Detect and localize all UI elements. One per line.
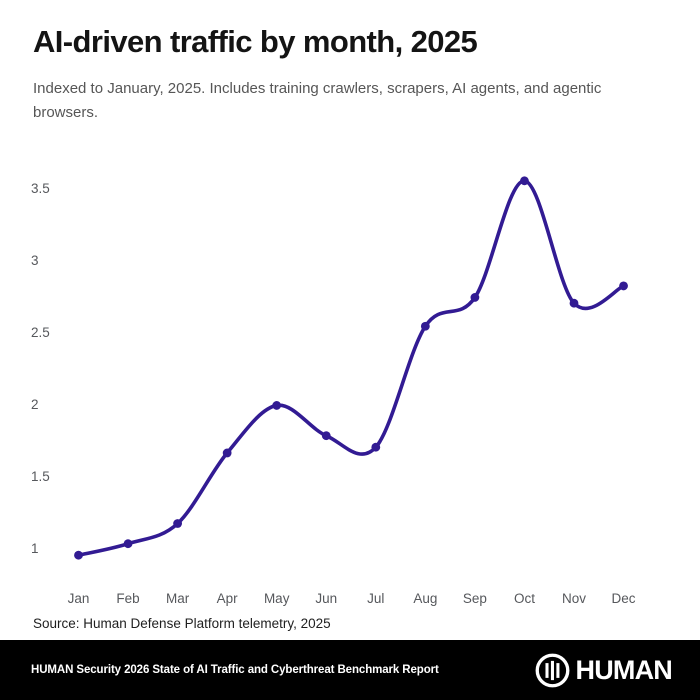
y-tick-label: 1 (31, 541, 39, 556)
x-tick-label: Oct (514, 591, 535, 606)
x-tick-label: Feb (116, 591, 139, 606)
data-point-Apr (222, 448, 232, 458)
data-point-Sep (470, 293, 480, 302)
data-point-Jul (371, 442, 381, 452)
data-point-Oct (520, 176, 529, 186)
brand-logo: HUMAN (534, 652, 673, 689)
y-tick-label: 2 (31, 397, 39, 412)
footer-bar: HUMAN Security 2026 State of AI Traffic … (0, 640, 700, 700)
brand-wordmark: HUMAN (575, 654, 673, 685)
x-tick-label: Jul (367, 591, 384, 606)
source-note: Source: Human Defense Platform telemetry… (33, 616, 331, 631)
data-point-Mar (173, 519, 183, 528)
page-title: AI-driven traffic by month, 2025 (33, 24, 478, 59)
x-tick-label: Dec (612, 591, 636, 606)
y-tick-label: 3.5 (31, 181, 50, 196)
x-tick-label: Jan (68, 591, 90, 606)
data-point-Feb (123, 539, 133, 549)
human-logo-icon (535, 653, 569, 687)
y-tick-label: 1.5 (31, 469, 50, 484)
data-point-May (272, 401, 282, 410)
x-tick-label: Mar (166, 591, 190, 606)
x-tick-label: Nov (562, 591, 586, 606)
x-tick-label: Sep (463, 591, 487, 606)
y-tick-label: 2.5 (31, 325, 50, 340)
report-title: HUMAN Security 2026 State of AI Traffic … (31, 664, 439, 676)
x-tick-label: May (264, 591, 290, 606)
x-tick-label: Aug (413, 591, 437, 606)
data-point-Aug (420, 321, 430, 331)
x-tick-label: Jun (315, 591, 337, 606)
y-tick-label: 3 (31, 253, 39, 268)
x-tick-label: Apr (217, 591, 239, 606)
data-point-Jan (74, 550, 83, 560)
traffic-line (76, 178, 626, 557)
line-chart: 1 1.5 2 2.5 3 3.5 Jan Feb Mar Apr May Jun Jul Aug Sep O… (31, 176, 636, 606)
page-subtitle: Indexed to January, 2025. Includes train… (33, 80, 602, 121)
data-point-Jun (321, 431, 331, 441)
data-point-Dec (619, 281, 628, 291)
data-point-Nov (569, 298, 579, 308)
